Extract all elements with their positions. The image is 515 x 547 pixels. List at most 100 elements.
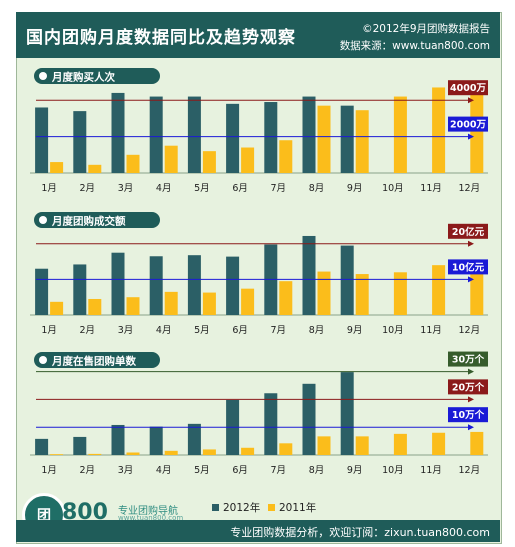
bar-2011 bbox=[279, 140, 293, 173]
bar-2011 bbox=[355, 110, 369, 173]
x-tick-label: 6月 bbox=[232, 183, 248, 194]
bar-2012 bbox=[340, 105, 354, 173]
x-tick-label: 9月 bbox=[347, 183, 363, 194]
x-tick-label: 1月 bbox=[41, 465, 57, 476]
x-tick-label: 5月 bbox=[194, 465, 210, 476]
reference-label: 10亿元 bbox=[452, 261, 485, 273]
bar-2011 bbox=[50, 162, 64, 173]
bar-2011 bbox=[470, 260, 484, 315]
bar-2011 bbox=[393, 272, 407, 315]
reference-arrow-icon bbox=[468, 97, 474, 104]
bar-2011 bbox=[202, 292, 216, 315]
reference-arrow-icon bbox=[468, 424, 474, 431]
legend-swatch-2012 bbox=[212, 504, 219, 511]
reference-label: 30万个 bbox=[452, 354, 485, 366]
bar-2012 bbox=[226, 103, 240, 173]
x-tick-label: 2月 bbox=[80, 465, 96, 476]
x-tick-label: 12月 bbox=[459, 183, 481, 194]
x-tick-label: 10月 bbox=[382, 465, 404, 476]
reference-label: 4000万 bbox=[450, 83, 486, 94]
header-bar: 国内团购月度数据同比及趋势观察 ©2012年9月团购数据报告 数据来源：www.… bbox=[16, 12, 500, 58]
bar-2012 bbox=[35, 107, 49, 173]
report-label: ©2012年9月团购数据报告 bbox=[362, 23, 490, 35]
bar-2011 bbox=[126, 452, 140, 455]
x-tick-label: 5月 bbox=[194, 183, 210, 194]
source-label: 数据来源：www.tuan800.com bbox=[339, 40, 490, 52]
reference-label: 10万个 bbox=[452, 409, 485, 421]
bar-2011 bbox=[241, 147, 255, 173]
x-tick-label: 10月 bbox=[382, 325, 404, 336]
bar-2012 bbox=[302, 96, 316, 173]
legend-2012: 2012年 bbox=[212, 500, 260, 515]
bar-2011 bbox=[355, 436, 369, 455]
reference-label: 20万个 bbox=[452, 381, 485, 393]
bar-2011 bbox=[88, 298, 102, 315]
x-tick-label: 3月 bbox=[118, 465, 134, 476]
bar-2012 bbox=[111, 92, 125, 173]
bar-2011 bbox=[126, 297, 140, 315]
reference-arrow-icon bbox=[468, 276, 474, 283]
x-tick-label: 11月 bbox=[420, 325, 442, 336]
bar-2011 bbox=[355, 274, 369, 315]
bar-2011 bbox=[88, 453, 102, 455]
x-tick-label: 8月 bbox=[309, 183, 325, 194]
bar-2011 bbox=[279, 443, 293, 455]
bar-2011 bbox=[164, 145, 178, 173]
bar-2011 bbox=[279, 281, 293, 315]
reference-label-box bbox=[448, 223, 488, 239]
reference-label: 20亿元 bbox=[452, 226, 485, 238]
bar-2011 bbox=[88, 164, 102, 173]
panel-title-dot-icon bbox=[39, 216, 47, 224]
legend-label-2011: 2011年 bbox=[279, 502, 317, 514]
bar-2011 bbox=[470, 431, 484, 455]
x-tick-label: 6月 bbox=[232, 325, 248, 336]
x-tick-label: 4月 bbox=[156, 183, 172, 194]
reference-label-box bbox=[448, 379, 488, 395]
x-tick-label: 5月 bbox=[194, 325, 210, 336]
bar-2012 bbox=[73, 264, 87, 315]
bar-2011 bbox=[202, 449, 216, 455]
x-tick-label: 4月 bbox=[156, 325, 172, 336]
bar-2012 bbox=[73, 111, 87, 173]
bar-2012 bbox=[35, 268, 49, 315]
bar-2012 bbox=[302, 235, 316, 315]
bar-2011 bbox=[50, 301, 64, 315]
x-tick-label: 11月 bbox=[420, 183, 442, 194]
bar-2011 bbox=[432, 265, 446, 315]
x-tick-label: 7月 bbox=[271, 325, 287, 336]
x-tick-label: 11月 bbox=[420, 465, 442, 476]
page-title: 国内团购月度数据同比及趋势观察 bbox=[26, 28, 296, 48]
x-tick-label: 1月 bbox=[41, 183, 57, 194]
x-tick-label: 4月 bbox=[156, 465, 172, 476]
x-tick-label: 12月 bbox=[459, 465, 481, 476]
bar-2011 bbox=[393, 96, 407, 173]
x-tick-label: 7月 bbox=[271, 465, 287, 476]
bar-2012 bbox=[187, 255, 201, 315]
bar-2012 bbox=[149, 256, 163, 315]
bar-2011 bbox=[202, 151, 216, 173]
reference-label-box bbox=[448, 259, 488, 275]
reference-arrow-icon bbox=[468, 368, 474, 375]
bar-2011 bbox=[432, 87, 446, 173]
bar-2011 bbox=[50, 454, 64, 455]
reference-label-box bbox=[448, 80, 488, 96]
reference-arrow-icon bbox=[468, 396, 474, 403]
bar-2011 bbox=[241, 288, 255, 315]
panel-title-pill bbox=[34, 68, 160, 84]
footer-text: 专业团购数据分析，欢迎订阅：zixun.tuan800.com bbox=[230, 526, 490, 539]
x-tick-label: 2月 bbox=[80, 325, 96, 336]
reference-label-box bbox=[448, 116, 488, 132]
bar-2012 bbox=[111, 252, 125, 315]
x-tick-label: 9月 bbox=[347, 325, 363, 336]
bar-2012 bbox=[149, 96, 163, 173]
x-tick-label: 9月 bbox=[347, 465, 363, 476]
bar-2011 bbox=[164, 450, 178, 455]
panel-title: 月度在售团购单数 bbox=[51, 355, 136, 368]
panel-title-pill bbox=[34, 352, 160, 368]
bar-2012 bbox=[340, 245, 354, 315]
bar-2011 bbox=[241, 447, 255, 455]
logo-text: 专业团购导航 bbox=[118, 506, 178, 517]
bar-2012 bbox=[73, 436, 87, 455]
panel-title: 月度购买人次 bbox=[51, 71, 115, 84]
